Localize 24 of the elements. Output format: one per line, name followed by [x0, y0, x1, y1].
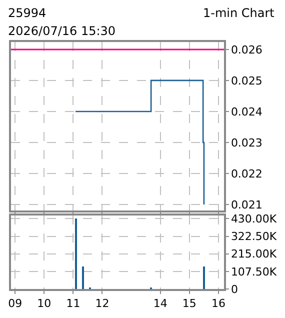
text: 1-min Chart	[203, 6, 275, 20]
y-tick-label: 430.00K	[230, 212, 278, 226]
x-tick-label: 16	[211, 296, 226, 310]
x-tick-label: 14	[153, 296, 168, 310]
y-tick-label: 322.50K	[230, 230, 278, 244]
y-tick-label: 0.025	[230, 74, 262, 88]
chart-title: 25994	[8, 6, 46, 20]
x-tick-label: 12	[95, 296, 110, 310]
bar	[75, 218, 77, 289]
x-tick-label: 11	[66, 296, 80, 310]
y-tick-label: 0.021	[230, 198, 262, 212]
x-tick-label: 09	[8, 296, 22, 310]
bar	[82, 266, 84, 289]
text: 2026/07/16 15:30	[8, 24, 116, 38]
bar	[203, 266, 205, 289]
y-tick-label: 0.023	[230, 136, 262, 150]
y-tick-label: 215.00K	[230, 248, 278, 261]
y-tick-label: 0.022	[230, 167, 262, 180]
y-tick-label: 107.50K	[230, 265, 278, 278]
y-tick-label: 0	[230, 282, 238, 296]
x-tick-label: 15	[182, 296, 196, 310]
y-tick-label: 0.024	[230, 105, 262, 118]
x-tick-label: 10	[37, 296, 52, 310]
y-tick-label: 0.026	[230, 43, 262, 56]
